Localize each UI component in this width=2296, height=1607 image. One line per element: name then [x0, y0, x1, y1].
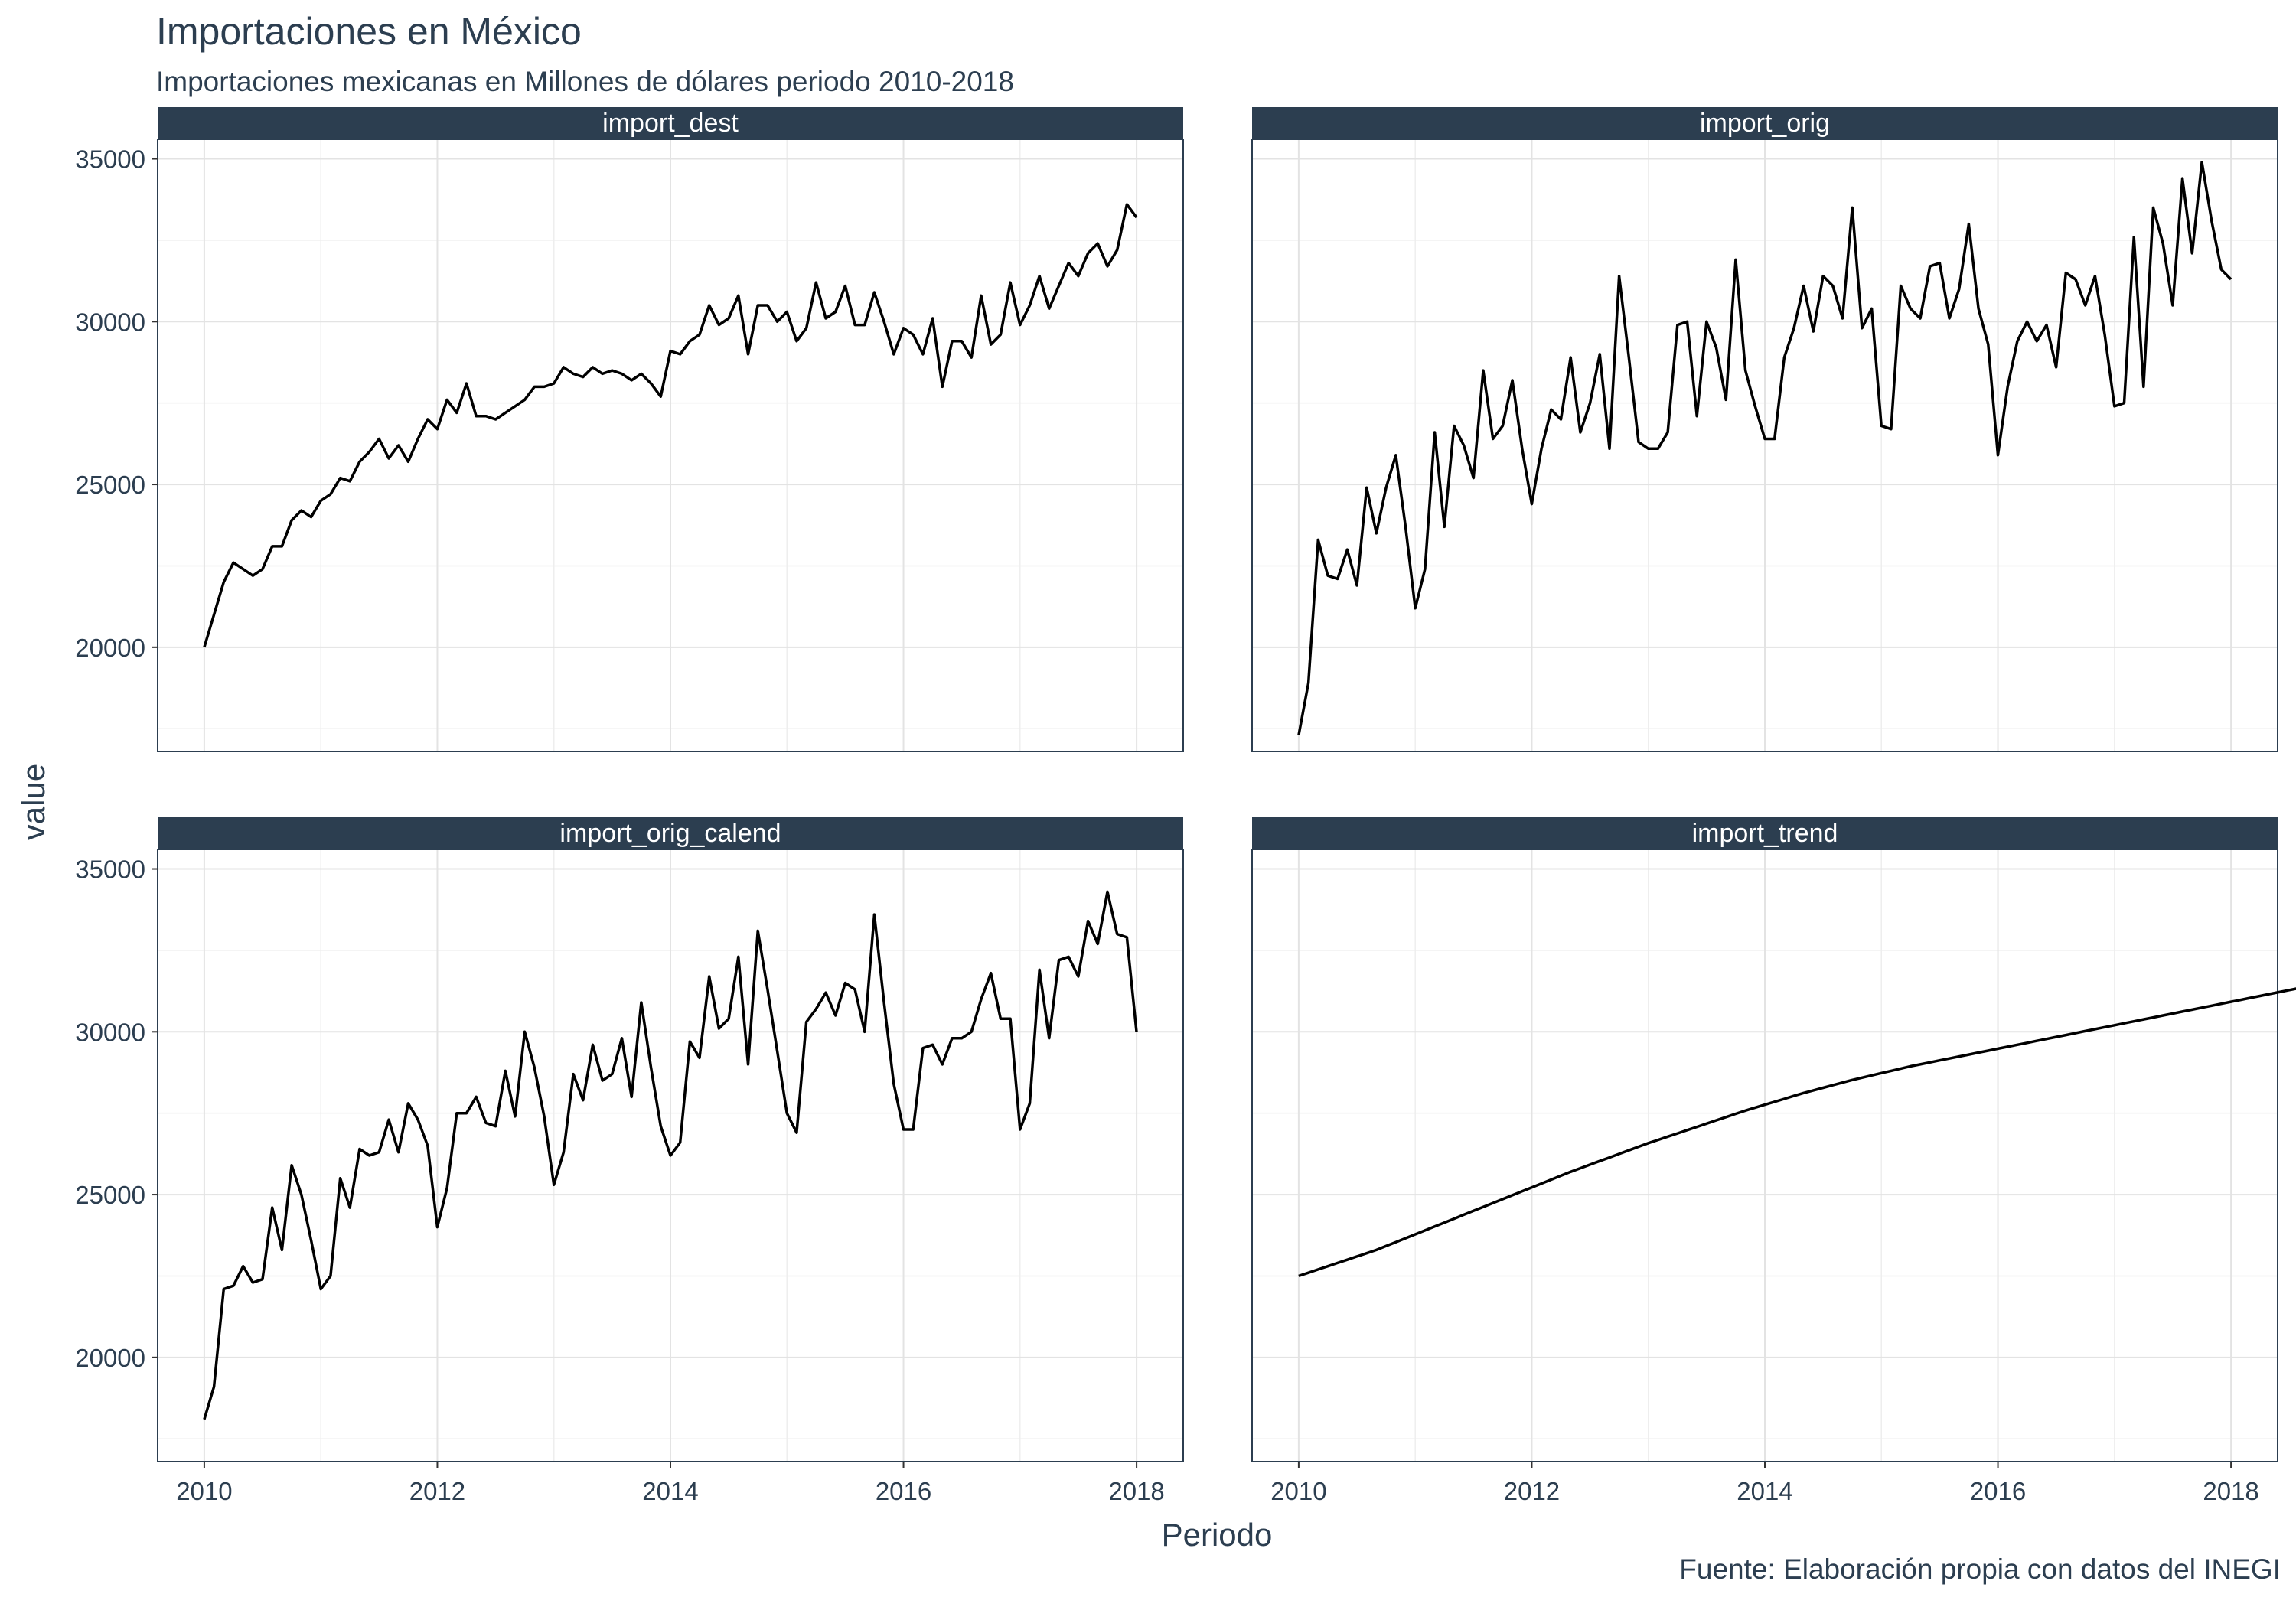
- x-tick-label: 2010: [176, 1477, 232, 1505]
- facet-strip: [158, 107, 1183, 139]
- y-tick-label: 25000: [75, 1181, 145, 1209]
- x-tick-label: 2018: [2203, 1477, 2258, 1505]
- x-tick-label: 2014: [642, 1477, 698, 1505]
- series-line-import_orig_calend: [203, 890, 1138, 1420]
- x-tick-label: 2018: [1108, 1477, 1164, 1505]
- x-tick-label: 2014: [1737, 1477, 1792, 1505]
- x-tick-label: 2016: [1970, 1477, 2026, 1505]
- facet-strip: [1252, 107, 2278, 139]
- series-line-import_orig: [1297, 161, 2232, 736]
- chart-title: Importaciones en México: [156, 10, 582, 53]
- chart-subtitle: Importaciones mexicanas en Millones de d…: [156, 66, 1014, 97]
- x-tick-label: 2012: [409, 1477, 465, 1505]
- x-axis-label: Periodo: [1162, 1517, 1273, 1553]
- x-tick-label: 2016: [876, 1477, 931, 1505]
- series-line-import_trend: [1298, 987, 2296, 1278]
- chart-caption: Fuente: Elaboración propia con datos del…: [1679, 1553, 2281, 1585]
- y-tick-label: 30000: [75, 1018, 145, 1046]
- y-tick-label: 25000: [75, 471, 145, 499]
- x-tick-label: 2010: [1270, 1477, 1326, 1505]
- y-tick-label: 20000: [75, 634, 145, 662]
- y-tick-label: 30000: [75, 308, 145, 336]
- y-tick-label: 20000: [75, 1344, 145, 1372]
- facet-strip: [1252, 817, 2278, 849]
- y-axis-label: value: [15, 764, 51, 840]
- facet-strip-label: import_dest: [602, 109, 739, 138]
- y-tick-label: 35000: [75, 145, 145, 174]
- facet-strip: [158, 817, 1183, 849]
- facet-strip-label: import_trend: [1692, 819, 1838, 848]
- y-tick-label: 35000: [75, 856, 145, 884]
- series-line-import_dest: [203, 203, 1138, 648]
- facet-strip-label: import_orig: [1700, 109, 1830, 138]
- x-tick-label: 2012: [1504, 1477, 1560, 1505]
- facet-strip-label: import_orig_calend: [559, 819, 781, 848]
